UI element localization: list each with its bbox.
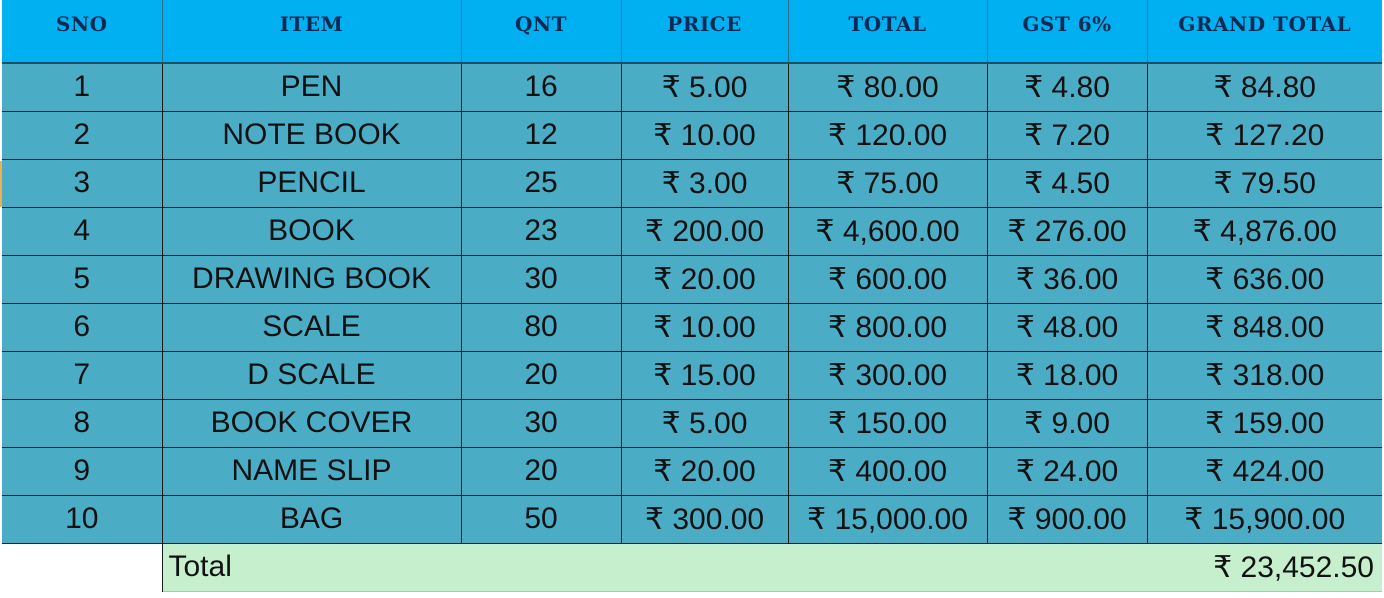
cell-gst[interactable]: ₹ 24.00 xyxy=(987,447,1148,496)
cell-sno[interactable]: 1 xyxy=(2,63,163,112)
cell-total[interactable]: ₹ 15,000.00 xyxy=(788,495,988,544)
empty-cell[interactable] xyxy=(2,543,163,591)
cell-qnt[interactable]: 23 xyxy=(461,207,622,256)
cell-sno[interactable]: 6 xyxy=(2,303,163,352)
cell-price[interactable]: ₹ 15.00 xyxy=(621,351,789,400)
cell-sno[interactable]: 7 xyxy=(2,351,163,400)
cell-qnt[interactable]: 30 xyxy=(461,399,622,448)
cell-item[interactable]: SCALE xyxy=(162,303,462,352)
cell-total[interactable]: ₹ 800.00 xyxy=(788,303,988,352)
cell-grand-total[interactable]: ₹ 15,900.00 xyxy=(1147,495,1382,544)
cell-grand-total[interactable]: ₹ 636.00 xyxy=(1147,255,1382,304)
cell-total[interactable]: ₹ 4,600.00 xyxy=(788,207,988,256)
header-qnt[interactable]: QNT xyxy=(461,0,622,64)
cell-item[interactable]: BAG xyxy=(162,495,462,544)
header-row: SNO ITEM QNT PRICE TOTAL GST 6% GRAND TO… xyxy=(2,0,1382,64)
table-row: 7 D SCALE 20 ₹ 15.00 ₹ 300.00 ₹ 18.00 ₹ … xyxy=(2,351,1382,400)
table-row: 6 SCALE 80 ₹ 10.00 ₹ 800.00 ₹ 48.00 ₹ 84… xyxy=(2,303,1382,352)
cell-item[interactable]: NAME SLIP xyxy=(162,447,462,496)
header-price[interactable]: PRICE xyxy=(621,0,789,64)
cell-total[interactable]: ₹ 600.00 xyxy=(788,255,988,304)
cell-gst[interactable]: ₹ 36.00 xyxy=(987,255,1148,304)
cell-qnt[interactable]: 25 xyxy=(461,159,622,208)
total-cell[interactable]: Total ₹ 23,452.50 xyxy=(162,543,1382,592)
cell-item[interactable]: BOOK COVER xyxy=(162,399,462,448)
cell-grand-total[interactable]: ₹ 159.00 xyxy=(1147,399,1382,448)
table-row: 4 BOOK 23 ₹ 200.00 ₹ 4,600.00 ₹ 276.00 ₹… xyxy=(2,207,1382,256)
cell-total[interactable]: ₹ 150.00 xyxy=(788,399,988,448)
cell-item[interactable]: DRAWING BOOK xyxy=(162,255,462,304)
cell-price[interactable]: ₹ 10.00 xyxy=(621,303,789,352)
cell-item[interactable]: NOTE BOOK xyxy=(162,111,462,160)
cell-sno[interactable]: 2 xyxy=(2,111,163,160)
cell-sno[interactable]: 4 xyxy=(2,207,163,256)
cell-sno[interactable]: 8 xyxy=(2,399,163,448)
table-row: 1 PEN 16 ₹ 5.00 ₹ 80.00 ₹ 4.80 ₹ 84.80 xyxy=(2,63,1382,112)
cell-gst[interactable]: ₹ 900.00 xyxy=(987,495,1148,544)
header-grand-total[interactable]: GRAND TOTAL xyxy=(1147,0,1382,64)
cell-grand-total[interactable]: ₹ 127.20 xyxy=(1147,111,1382,160)
cell-item[interactable]: D SCALE xyxy=(162,351,462,400)
header-total[interactable]: TOTAL xyxy=(788,0,988,64)
selected-row-marker xyxy=(0,161,2,207)
cell-total[interactable]: ₹ 75.00 xyxy=(788,159,988,208)
cell-price[interactable]: ₹ 5.00 xyxy=(621,63,789,112)
cell-total[interactable]: ₹ 400.00 xyxy=(788,447,988,496)
cell-total[interactable]: ₹ 80.00 xyxy=(788,63,988,112)
cell-gst[interactable]: ₹ 9.00 xyxy=(987,399,1148,448)
cell-item[interactable]: PENCIL xyxy=(162,159,462,208)
cell-qnt[interactable]: 12 xyxy=(461,111,622,160)
cell-price[interactable]: ₹ 5.00 xyxy=(621,399,789,448)
cell-grand-total[interactable]: ₹ 318.00 xyxy=(1147,351,1382,400)
cell-qnt[interactable]: 80 xyxy=(461,303,622,352)
table-row: 3 PENCIL 25 ₹ 3.00 ₹ 75.00 ₹ 4.50 ₹ 79.5… xyxy=(2,159,1382,208)
cell-qnt[interactable]: 30 xyxy=(461,255,622,304)
cell-grand-total[interactable]: ₹ 84.80 xyxy=(1147,63,1382,112)
cell-gst[interactable]: ₹ 276.00 xyxy=(987,207,1148,256)
cell-price[interactable]: ₹ 3.00 xyxy=(621,159,789,208)
header-item[interactable]: ITEM xyxy=(162,0,462,64)
header-sno[interactable]: SNO xyxy=(2,0,163,64)
table-row: 5 DRAWING BOOK 30 ₹ 20.00 ₹ 600.00 ₹ 36.… xyxy=(2,255,1382,304)
cell-gst[interactable]: ₹ 4.80 xyxy=(987,63,1148,112)
cell-gst[interactable]: ₹ 48.00 xyxy=(987,303,1148,352)
cell-price[interactable]: ₹ 20.00 xyxy=(621,255,789,304)
cell-grand-total[interactable]: ₹ 424.00 xyxy=(1147,447,1382,496)
cell-grand-total[interactable]: ₹ 79.50 xyxy=(1147,159,1382,208)
total-label: Total xyxy=(168,550,232,583)
cell-qnt[interactable]: 20 xyxy=(461,447,622,496)
cell-item[interactable]: PEN xyxy=(162,63,462,112)
cell-price[interactable]: ₹ 10.00 xyxy=(621,111,789,160)
cell-price[interactable]: ₹ 20.00 xyxy=(621,447,789,496)
cell-gst[interactable]: ₹ 18.00 xyxy=(987,351,1148,400)
header-gst[interactable]: GST 6% xyxy=(987,0,1148,64)
cell-item[interactable]: BOOK xyxy=(162,207,462,256)
total-value: ₹ 23,452.50 xyxy=(1213,550,1374,584)
cell-qnt[interactable]: 20 xyxy=(461,351,622,400)
cell-sno[interactable]: 10 xyxy=(2,495,163,544)
total-row: Total ₹ 23,452.50 xyxy=(2,543,1382,592)
cell-price[interactable]: ₹ 200.00 xyxy=(621,207,789,256)
cell-qnt[interactable]: 16 xyxy=(461,63,622,112)
cell-gst[interactable]: ₹ 7.20 xyxy=(987,111,1148,160)
table-row: 8 BOOK COVER 30 ₹ 5.00 ₹ 150.00 ₹ 9.00 ₹… xyxy=(2,399,1382,448)
table-row: 9 NAME SLIP 20 ₹ 20.00 ₹ 400.00 ₹ 24.00 … xyxy=(2,447,1382,496)
cell-gst[interactable]: ₹ 4.50 xyxy=(987,159,1148,208)
cell-total[interactable]: ₹ 300.00 xyxy=(788,351,988,400)
cell-sno[interactable]: 5 xyxy=(2,255,163,304)
cell-price[interactable]: ₹ 300.00 xyxy=(621,495,789,544)
cell-sno[interactable]: 9 xyxy=(2,447,163,496)
cell-grand-total[interactable]: ₹ 848.00 xyxy=(1147,303,1382,352)
cell-sno[interactable]: 3 xyxy=(2,159,163,208)
table-row: 2 NOTE BOOK 12 ₹ 10.00 ₹ 120.00 ₹ 7.20 ₹… xyxy=(2,111,1382,160)
cell-qnt[interactable]: 50 xyxy=(461,495,622,544)
cell-total[interactable]: ₹ 120.00 xyxy=(788,111,988,160)
cell-grand-total[interactable]: ₹ 4,876.00 xyxy=(1147,207,1382,256)
table-row: 10 BAG 50 ₹ 300.00 ₹ 15,000.00 ₹ 900.00 … xyxy=(2,495,1382,544)
